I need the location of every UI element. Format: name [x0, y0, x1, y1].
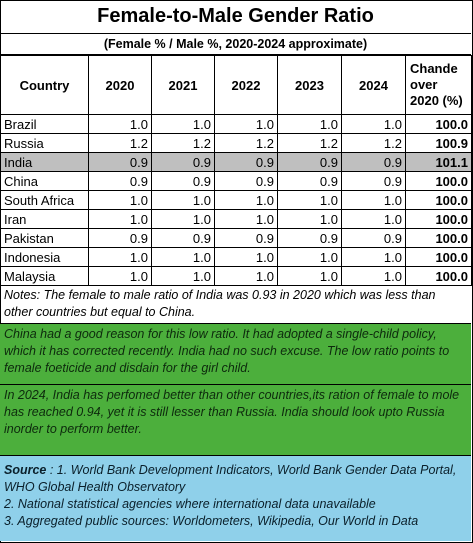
cell-ratio: 0.9 [277, 152, 342, 172]
source-line-1-text: : 1. World Bank Development Indicators, … [4, 463, 457, 494]
source-label: Source [4, 463, 47, 477]
cell-change: 100.0 [405, 190, 472, 210]
cell-ratio: 0.9 [277, 228, 342, 248]
cell-ratio: 0.9 [214, 228, 278, 248]
cell-ratio: 0.9 [214, 152, 278, 172]
cell-ratio: 1.0 [277, 266, 342, 286]
cell-country: China [0, 171, 89, 191]
cell-ratio: 1.0 [88, 266, 152, 286]
cell-ratio: 0.9 [88, 228, 152, 248]
header-2024: 2024 [341, 55, 406, 115]
cell-ratio: 1.2 [88, 133, 152, 153]
table-row: Russia 1.2 1.2 1.2 1.2 1.2 100.9 [0, 133, 472, 153]
cell-ratio: 1.0 [341, 247, 406, 267]
cell-ratio: 1.0 [214, 209, 278, 229]
cell-ratio: 0.9 [341, 152, 406, 172]
cell-change: 100.0 [405, 209, 472, 229]
source-line-2: 2. National statistical agencies where i… [4, 497, 376, 511]
source-line-1: Source : 1. World Bank Development Indic… [4, 462, 467, 496]
cell-ratio: 1.0 [151, 247, 215, 267]
header-2022: 2022 [214, 55, 278, 115]
page-subtitle: (Female % / Male %, 2020-2024 approximat… [0, 34, 471, 55]
cell-ratio: 1.0 [214, 190, 278, 210]
cell-ratio: 1.0 [341, 114, 406, 134]
cell-ratio: 0.9 [151, 228, 215, 248]
cell-country: Pakistan [0, 228, 89, 248]
table-row: South Africa 1.0 1.0 1.0 1.0 1.0 100.0 [0, 190, 472, 210]
cell-change: 100.9 [405, 133, 472, 153]
cell-ratio: 1.0 [214, 114, 278, 134]
cell-ratio: 1.0 [341, 209, 406, 229]
cell-country: Brazil [0, 114, 89, 134]
cell-change: 100.0 [405, 266, 472, 286]
table-header-row: Country 2020 2021 2022 2023 2024 Chande … [0, 55, 472, 115]
cell-ratio: 1.0 [277, 247, 342, 267]
cell-ratio: 0.9 [341, 171, 406, 191]
source-section: Source : 1. World Bank Development Indic… [0, 456, 471, 541]
header-2023: 2023 [277, 55, 342, 115]
source-line-3: 3. Aggregated public sources: Worldomete… [4, 514, 419, 528]
cell-ratio: 0.9 [277, 171, 342, 191]
cell-change: 100.0 [405, 171, 472, 191]
cell-ratio: 1.0 [88, 114, 152, 134]
cell-ratio: 1.0 [151, 209, 215, 229]
cell-ratio: 0.9 [341, 228, 406, 248]
table-row: India 0.9 0.9 0.9 0.9 0.9 101.1 [0, 152, 472, 172]
cell-ratio: 0.9 [214, 171, 278, 191]
header-country: Country [0, 55, 89, 115]
cell-ratio: 1.0 [214, 247, 278, 267]
cell-change: 100.0 [405, 247, 472, 267]
cell-ratio: 1.2 [151, 133, 215, 153]
cell-ratio: 1.0 [277, 190, 342, 210]
page-title: Female-to-Male Gender Ratio [0, 0, 471, 34]
cell-ratio: 1.0 [341, 190, 406, 210]
cell-ratio: 1.0 [88, 209, 152, 229]
gender-ratio-table: Country 2020 2021 2022 2023 2024 Chande … [0, 55, 472, 286]
table-row: China 0.9 0.9 0.9 0.9 0.9 100.0 [0, 171, 472, 191]
header-2021: 2021 [151, 55, 215, 115]
header-2020: 2020 [88, 55, 152, 115]
header-change: Chande over 2020 (%) [405, 55, 472, 115]
cell-change: 101.1 [405, 152, 472, 172]
cell-ratio: 1.2 [341, 133, 406, 153]
cell-ratio: 1.0 [214, 266, 278, 286]
cell-country: Russia [0, 133, 89, 153]
cell-ratio: 0.9 [88, 152, 152, 172]
table-row: Malaysia 1.0 1.0 1.0 1.0 1.0 100.0 [0, 266, 472, 286]
cell-change: 100.0 [405, 114, 472, 134]
cell-ratio: 1.0 [277, 209, 342, 229]
comment-china: China had a good reason for this low rat… [0, 324, 471, 385]
cell-country: India [0, 152, 89, 172]
cell-ratio: 1.0 [151, 190, 215, 210]
cell-ratio: 1.0 [88, 247, 152, 267]
cell-ratio: 0.9 [151, 152, 215, 172]
cell-ratio: 1.2 [214, 133, 278, 153]
cell-country: Indonesia [0, 247, 89, 267]
table-row: Pakistan 0.9 0.9 0.9 0.9 0.9 100.0 [0, 228, 472, 248]
cell-ratio: 1.0 [151, 266, 215, 286]
cell-ratio: 1.0 [151, 114, 215, 134]
cell-country: Malaysia [0, 266, 89, 286]
table-row: Iran 1.0 1.0 1.0 1.0 1.0 100.0 [0, 209, 472, 229]
cell-country: Iran [0, 209, 89, 229]
cell-ratio: 1.2 [277, 133, 342, 153]
comment-india-2024: In 2024, India has perfomed better than … [0, 385, 471, 456]
cell-ratio: 0.9 [151, 171, 215, 191]
cell-ratio: 1.0 [88, 190, 152, 210]
cell-ratio: 0.9 [88, 171, 152, 191]
notes-text: Notes: The female to male ratio of India… [0, 287, 471, 324]
table-row: Indonesia 1.0 1.0 1.0 1.0 1.0 100.0 [0, 247, 472, 267]
cell-ratio: 1.0 [341, 266, 406, 286]
table-row: Brazil 1.0 1.0 1.0 1.0 1.0 100.0 [0, 114, 472, 134]
cell-country: South Africa [0, 190, 89, 210]
cell-ratio: 1.0 [277, 114, 342, 134]
cell-change: 100.0 [405, 228, 472, 248]
